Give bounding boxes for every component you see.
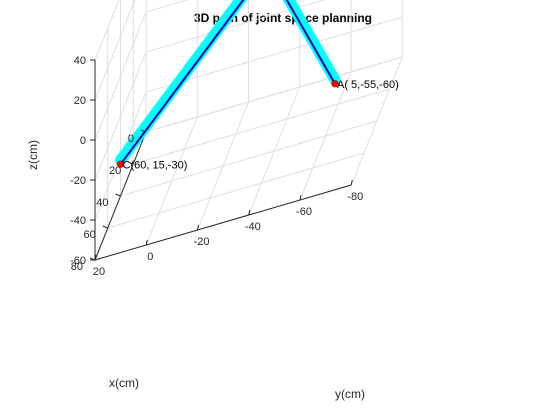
- z-tick-label: -20: [70, 175, 86, 187]
- grid-line: [197, 101, 249, 231]
- grid-line: [94, 51, 147, 181]
- x-tick-mark: [102, 225, 108, 229]
- x-tick-mark: [128, 161, 134, 165]
- grid-line: [299, 71, 352, 201]
- x-tick-label: 0: [128, 133, 134, 145]
- grid-line: [248, 86, 301, 216]
- grid-line: [94, 0, 120, 61]
- y-tick-label: -40: [245, 221, 261, 233]
- points-layer: A( 5,-55,-60)B(50,-40, 40)C(60, 15,-30): [116, 79, 399, 171]
- waypoint-label-c: C(60, 15,-30): [123, 159, 188, 171]
- y-tick-mark: [248, 209, 251, 216]
- waypoint-marker-c: [116, 160, 125, 168]
- z-tick-label: 0: [80, 135, 86, 147]
- grid-line: [133, 88, 390, 165]
- x-tick-label: 80: [71, 261, 83, 273]
- y-tick-label: -60: [296, 206, 312, 218]
- grid-line: [145, 16, 403, 93]
- path-layer: [115, 0, 341, 166]
- x-tick-label: 40: [96, 197, 108, 209]
- grid-line: [145, 116, 198, 246]
- z-axis-label: z(cm): [26, 140, 40, 170]
- y-tick-label: 0: [147, 251, 153, 263]
- ticks-layer: 0 20 40 60 80 20 0 -20 -40 -60 -80 -60 -40 -20 0 20 40: [70, 55, 363, 278]
- y-tick-mark: [350, 179, 353, 186]
- grid-line: [94, 0, 136, 101]
- z-tick-label: -40: [70, 215, 86, 227]
- waypoint-label-a: A( 5,-55,-60): [337, 79, 399, 91]
- grid-line: [350, 56, 403, 186]
- x-axis-label: x(cm): [109, 376, 139, 390]
- z-tick-label: 40: [74, 55, 86, 67]
- grid-line: [145, 56, 403, 133]
- waypoint-marker-a: [331, 80, 339, 88]
- grid-line: [145, 0, 326, 53]
- grid-line: [107, 152, 365, 229]
- y-axis-label: y(cm): [335, 387, 365, 401]
- y-tick-label: -20: [194, 236, 210, 248]
- y-tick-mark: [145, 239, 148, 246]
- y-tick-mark: [299, 194, 302, 201]
- y-tick-label: -80: [347, 191, 363, 203]
- x-tick-label: 60: [84, 229, 96, 241]
- x-tick-label: 20: [109, 165, 121, 177]
- y-axis-line: [94, 184, 352, 261]
- y-tick-mark: [197, 224, 199, 231]
- chart-title: 3D path of joint space planning: [194, 11, 372, 25]
- x-tick-mark: [140, 129, 147, 133]
- grid-line: [94, 11, 147, 141]
- z-tick-label: -60: [70, 255, 86, 267]
- x-tick-mark: [115, 193, 121, 197]
- z-tick-label: 20: [74, 95, 86, 107]
- grid-line: [120, 120, 377, 197]
- y-tick-mark: [94, 254, 97, 261]
- tube-path: [115, 0, 341, 166]
- y-tick-label: 20: [93, 266, 105, 278]
- trajectory-line: [119, 0, 336, 165]
